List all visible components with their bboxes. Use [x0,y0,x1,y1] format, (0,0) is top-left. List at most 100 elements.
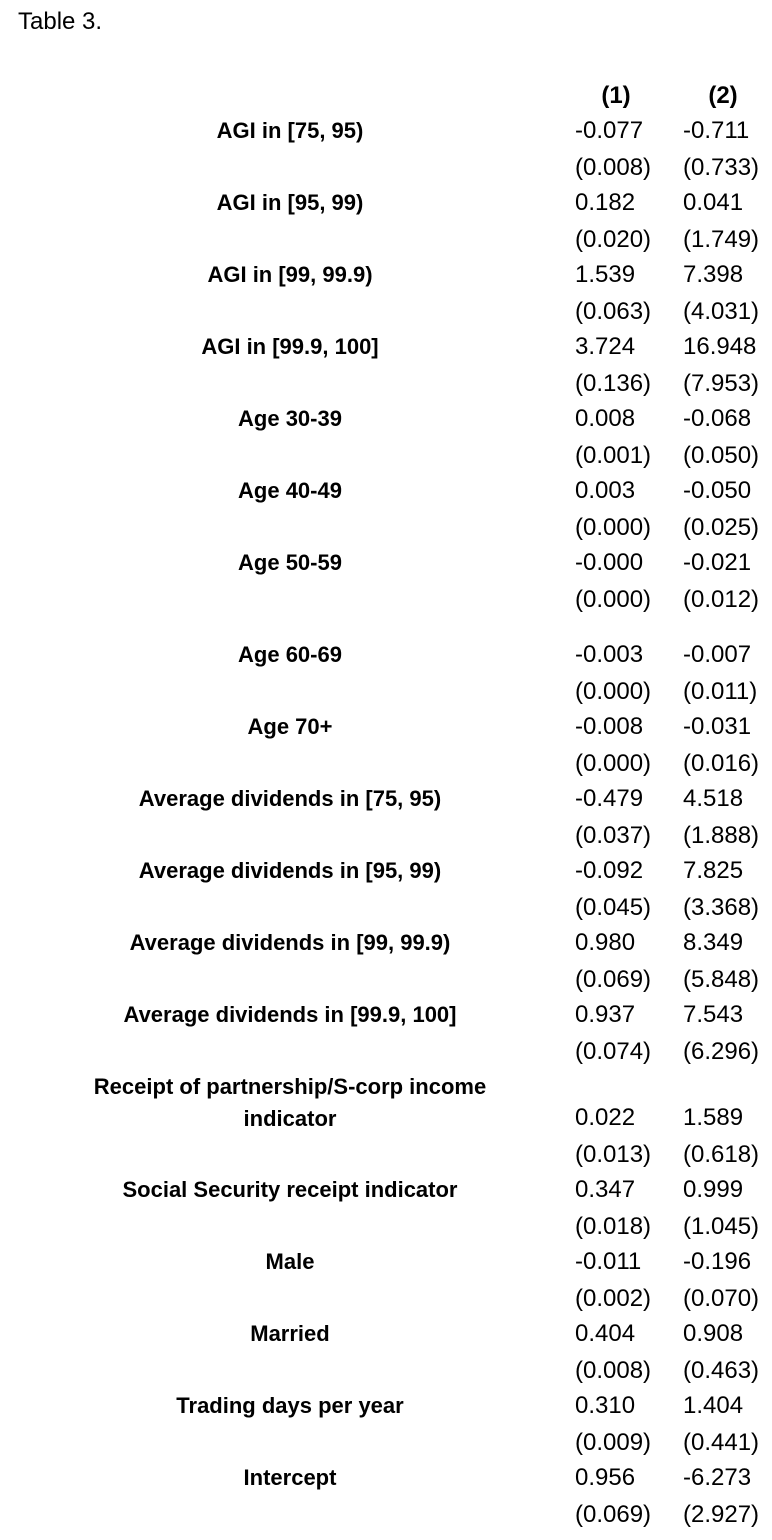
coefficient-cell: -0.050 [683,477,752,504]
row-label: Age 70+ [247,714,333,739]
standard-error-cell: (3.368) [683,894,760,921]
standard-error-cell: (0.136) [575,370,652,397]
standard-error-cell: (6.296) [683,1038,760,1065]
standard-error-cell: (1.045) [683,1213,760,1240]
coefficient-cell: 1.589 [683,1104,744,1131]
coefficient-cell: -0.196 [683,1248,752,1275]
standard-error-cell: (0.000) [575,678,652,705]
coefficient-cell: 0.956 [575,1464,636,1491]
coefficient-cell: -0.068 [683,405,752,432]
standard-error-cell: (0.000) [575,514,652,541]
standard-error-cell: (5.848) [683,966,760,993]
coefficient-cell: -0.007 [683,641,752,668]
coefficient-cell: 0.404 [575,1320,636,1347]
coefficient-cell: 7.825 [683,857,744,884]
coefficient-cell: -0.711 [683,117,750,144]
standard-error-cell: (7.953) [683,370,760,397]
standard-error-cell: (0.020) [575,226,652,253]
column-header-2: (2) [708,82,738,109]
coefficient-cell: 0.022 [575,1104,636,1131]
coefficient-cell: 1.404 [683,1392,744,1419]
coefficient-cell: 0.003 [575,477,636,504]
standard-error-cell: (0.050) [683,442,760,469]
coefficient-cell: -0.031 [683,713,752,740]
standard-error-cell: (0.011) [683,678,758,705]
row-label: Male [265,1249,315,1274]
coefficient-cell: -0.011 [575,1248,642,1275]
row-label: AGI in [75, 95) [216,118,364,143]
coefficient-cell: 0.008 [575,405,636,432]
standard-error-cell: (1.749) [683,226,760,253]
row-label-line: indicator [243,1106,337,1131]
standard-error-cell: (0.069) [575,1501,652,1528]
standard-error-cell: (0.069) [575,966,652,993]
row-label: Age 40-49 [238,478,342,503]
row-label: AGI in [95, 99) [216,190,364,215]
row-label: Age 30-39 [238,406,342,431]
standard-error-cell: (0.074) [575,1038,652,1065]
row-label: Average dividends in [95, 99) [138,858,442,883]
row-label: Age 50-59 [238,550,342,575]
coefficient-cell: 0.310 [575,1392,636,1419]
standard-error-cell: (2.927) [683,1501,760,1528]
standard-error-cell: (0.000) [575,750,652,777]
coefficient-cell: -0.021 [683,549,752,576]
coefficient-cell: 0.999 [683,1176,744,1203]
row-label-line: Receipt of partnership/S-corp income [93,1074,487,1099]
row-label: Married [250,1321,330,1346]
coefficient-cell: -6.273 [683,1464,752,1491]
standard-error-cell: (0.012) [683,586,760,613]
coefficient-cell: 0.347 [575,1176,636,1203]
standard-error-cell: (0.045) [575,894,652,921]
standard-error-cell: (0.618) [683,1141,760,1168]
standard-error-cell: (0.063) [575,298,652,325]
coefficient-cell: 0.041 [683,189,744,216]
coefficient-cell: 7.543 [683,1001,744,1028]
coefficient-cell: -0.077 [575,117,644,144]
row-label: Receipt of partnership/S-corp income indi… [40,1071,540,1135]
row-label: AGI in [99, 99.9) [207,262,373,287]
standard-error-cell: (0.002) [575,1285,652,1312]
standard-error-cell: (0.008) [575,1357,652,1384]
coefficient-cell: -0.000 [575,549,644,576]
standard-error-cell: (0.016) [683,750,760,777]
standard-error-cell: (0.000) [575,586,652,613]
coefficient-cell: 0.182 [575,189,636,216]
column-header-1: (1) [601,82,631,109]
coefficient-cell: -0.008 [575,713,644,740]
row-label: AGI in [99.9, 100] [201,334,379,359]
coefficient-cell: 7.398 [683,261,744,288]
coefficient-cell: -0.003 [575,641,644,668]
coefficient-cell: 8.349 [683,929,744,956]
standard-error-cell: (0.463) [683,1357,760,1384]
coefficient-cell: 16.948 [683,333,757,360]
standard-error-cell: (1.888) [683,822,760,849]
standard-error-cell: (0.018) [575,1213,652,1240]
coefficient-cell: -0.479 [575,785,644,812]
standard-error-cell: (0.008) [575,154,652,181]
row-label: Average dividends in [99.9, 100] [123,1002,457,1027]
standard-error-cell: (4.031) [683,298,760,325]
standard-error-cell: (0.733) [683,154,760,181]
coefficient-cell: 3.724 [575,333,636,360]
standard-error-cell: (0.013) [575,1141,652,1168]
coefficient-cell: 1.539 [575,261,636,288]
row-label: Intercept [243,1465,337,1490]
standard-error-cell: (0.037) [575,822,652,849]
standard-error-cell: (0.009) [575,1429,652,1456]
standard-error-cell: (0.441) [683,1429,760,1456]
row-label: Age 60-69 [238,642,342,667]
coefficient-cell: 4.518 [683,785,744,812]
row-label: Average dividends in [99, 99.9) [129,930,451,955]
standard-error-cell: (0.001) [575,442,652,469]
row-label: Social Security receipt indicator [122,1177,458,1202]
coefficient-cell: 0.908 [683,1320,744,1347]
coefficient-cell: 0.937 [575,1001,636,1028]
standard-error-cell: (0.070) [683,1285,760,1312]
row-label: Trading days per year [176,1393,404,1418]
coefficient-cell: 0.980 [575,929,636,956]
table-title: Table 3. [18,8,103,35]
row-label: Average dividends in [75, 95) [138,786,442,811]
standard-error-cell: (0.025) [683,514,760,541]
coefficient-cell: -0.092 [575,857,644,884]
